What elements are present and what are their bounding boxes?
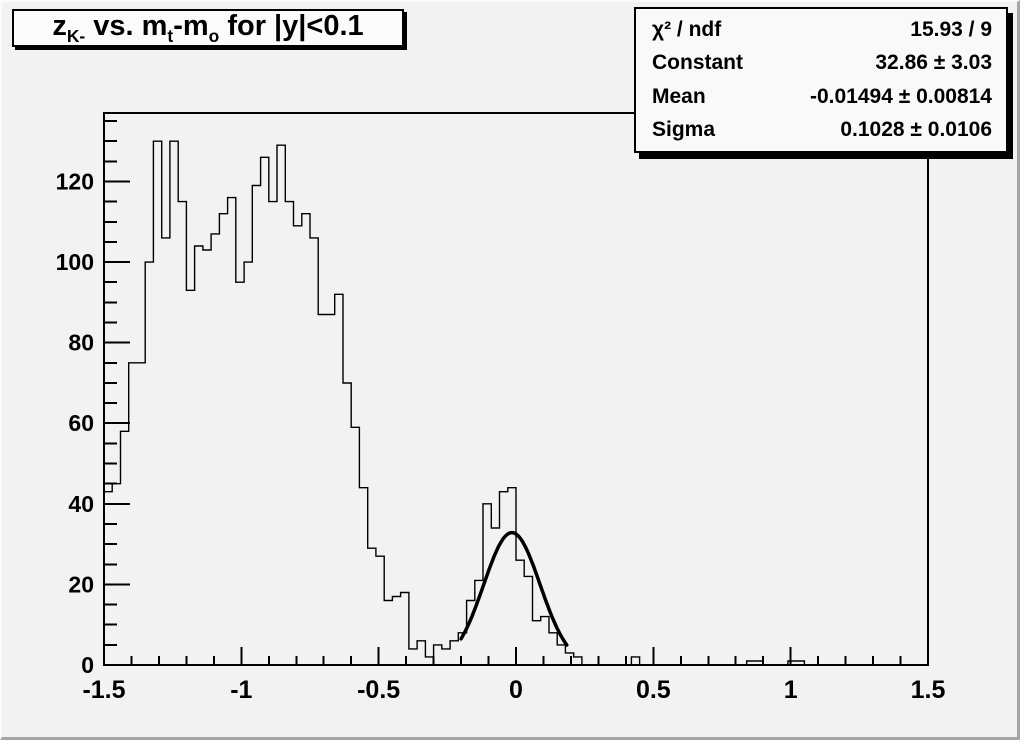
y-axis-tick-label: 60 [68, 410, 94, 436]
y-axis-tick-label: 100 [56, 249, 94, 275]
stats-row-chi2: χ² / ndf 15.93 / 9 [636, 15, 1006, 45]
stats-row-sigma: Sigma 0.1028 ± 0.0106 [636, 115, 1006, 145]
histogram-outline [103, 140, 928, 666]
plot-title: zK- vs. mt-mo for |y|<0.1 [52, 9, 364, 46]
x-axis-tick-label: 0.5 [636, 676, 671, 704]
x-axis-tick-label: -1.5 [82, 676, 125, 704]
y-axis-tick-label: 40 [68, 491, 94, 517]
stats-value: 32.86 ± 3.03 [875, 51, 992, 75]
stats-box: χ² / ndf 15.93 / 9 Constant 32.86 ± 3.03… [634, 7, 1008, 153]
x-axis-tick-label: 1.5 [911, 676, 946, 704]
y-axis-tick-label: 0 [81, 652, 94, 678]
x-axis-tick-label: -0.5 [357, 676, 400, 704]
stats-value: -0.01494 ± 0.00814 [809, 84, 992, 108]
title-box: zK- vs. mt-mo for |y|<0.1 [12, 9, 404, 47]
plot-frame [103, 112, 929, 666]
stats-value: 0.1028 ± 0.0106 [840, 118, 992, 142]
y-axis-tick-label: 20 [68, 571, 94, 597]
stats-label: χ² / ndf [652, 17, 722, 41]
stats-label: Mean [652, 84, 706, 108]
stats-row-mean: Mean -0.01494 ± 0.00814 [636, 82, 1006, 112]
y-axis-tick-label: 80 [68, 330, 94, 356]
stats-label: Constant [652, 51, 743, 75]
stats-row-constant: Constant 32.86 ± 3.03 [636, 48, 1006, 78]
gaussian-fit-curve [459, 530, 569, 647]
stats-label: Sigma [652, 118, 716, 142]
x-axis-tick-label: 1 [784, 676, 798, 704]
stats-value: 15.93 / 9 [910, 17, 992, 41]
y-axis-tick-label: 120 [56, 168, 94, 194]
x-axis-tick-label: -1 [230, 676, 252, 704]
x-axis-tick-label: 0 [509, 676, 523, 704]
